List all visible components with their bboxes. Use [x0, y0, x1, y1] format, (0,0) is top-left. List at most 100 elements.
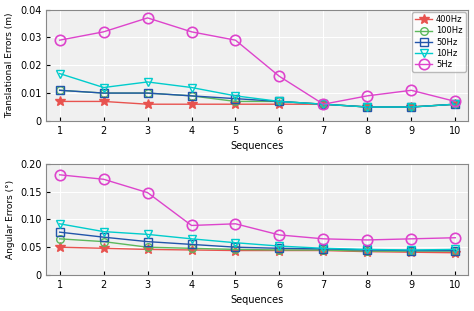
- 400Hz: [101, 100, 107, 103]
- 50Hz: [101, 91, 107, 95]
- Line: 10Hz: 10Hz: [55, 69, 459, 111]
- 100Hz: [233, 100, 238, 103]
- 100Hz: [320, 248, 326, 252]
- 5Hz: [145, 191, 150, 194]
- 100Hz: [57, 88, 63, 92]
- X-axis label: Sequences: Sequences: [231, 141, 284, 151]
- 5Hz: [57, 173, 63, 177]
- 5Hz: [320, 237, 326, 241]
- 400Hz: [57, 245, 63, 249]
- 10Hz: [409, 105, 414, 109]
- 100Hz: [233, 248, 238, 251]
- 5Hz: [277, 233, 283, 237]
- 50Hz: [145, 91, 150, 95]
- 400Hz: [57, 100, 63, 103]
- 50Hz: [320, 102, 326, 106]
- 400Hz: [320, 249, 326, 253]
- Line: 100Hz: 100Hz: [56, 86, 459, 111]
- 100Hz: [452, 102, 458, 106]
- 400Hz: [189, 102, 194, 106]
- 50Hz: [189, 243, 194, 246]
- 5Hz: [277, 75, 283, 78]
- 10Hz: [320, 246, 326, 250]
- 400Hz: [101, 246, 107, 250]
- 50Hz: [233, 97, 238, 100]
- 400Hz: [409, 105, 414, 109]
- 100Hz: [452, 249, 458, 253]
- 100Hz: [365, 249, 370, 253]
- Line: 5Hz: 5Hz: [55, 169, 460, 245]
- 100Hz: [320, 102, 326, 106]
- Legend: 400Hz, 100Hz, 50Hz, 10Hz, 5Hz: 400Hz, 100Hz, 50Hz, 10Hz, 5Hz: [412, 12, 466, 72]
- 5Hz: [233, 222, 238, 226]
- 5Hz: [452, 100, 458, 103]
- 10Hz: [365, 105, 370, 109]
- 100Hz: [101, 240, 107, 244]
- 400Hz: [365, 105, 370, 109]
- 10Hz: [233, 94, 238, 98]
- 100Hz: [145, 91, 150, 95]
- 10Hz: [277, 244, 283, 248]
- 400Hz: [277, 249, 283, 253]
- 100Hz: [365, 105, 370, 109]
- 100Hz: [57, 237, 63, 241]
- 10Hz: [189, 86, 194, 89]
- Line: 50Hz: 50Hz: [56, 86, 459, 111]
- 50Hz: [409, 105, 414, 109]
- 100Hz: [277, 100, 283, 103]
- 400Hz: [145, 102, 150, 106]
- 50Hz: [189, 94, 194, 98]
- Line: 5Hz: 5Hz: [55, 13, 460, 109]
- 10Hz: [409, 248, 414, 252]
- 10Hz: [452, 248, 458, 251]
- 10Hz: [145, 233, 150, 236]
- 10Hz: [189, 237, 194, 241]
- Line: 50Hz: 50Hz: [56, 228, 459, 254]
- 50Hz: [452, 249, 458, 253]
- 100Hz: [189, 246, 194, 250]
- 5Hz: [101, 177, 107, 181]
- 50Hz: [365, 248, 370, 252]
- Line: 400Hz: 400Hz: [55, 242, 460, 258]
- 5Hz: [365, 238, 370, 242]
- 10Hz: [277, 100, 283, 103]
- 50Hz: [277, 246, 283, 250]
- 50Hz: [452, 102, 458, 106]
- 50Hz: [409, 249, 414, 253]
- 5Hz: [365, 94, 370, 98]
- 400Hz: [452, 251, 458, 255]
- 50Hz: [57, 88, 63, 92]
- 5Hz: [452, 236, 458, 239]
- Line: 400Hz: 400Hz: [55, 97, 460, 112]
- 10Hz: [57, 72, 63, 76]
- X-axis label: Sequences: Sequences: [231, 295, 284, 305]
- 10Hz: [57, 222, 63, 226]
- 5Hz: [409, 237, 414, 241]
- 50Hz: [101, 235, 107, 239]
- 400Hz: [277, 102, 283, 106]
- Line: 100Hz: 100Hz: [56, 235, 459, 255]
- 100Hz: [189, 94, 194, 98]
- 10Hz: [365, 248, 370, 251]
- 400Hz: [233, 249, 238, 253]
- 5Hz: [320, 102, 326, 106]
- 400Hz: [409, 250, 414, 254]
- 5Hz: [57, 38, 63, 42]
- 100Hz: [145, 245, 150, 249]
- 50Hz: [145, 240, 150, 244]
- 10Hz: [145, 80, 150, 84]
- 50Hz: [277, 100, 283, 103]
- 100Hz: [409, 249, 414, 253]
- 400Hz: [145, 248, 150, 251]
- Y-axis label: Angular Errors (°): Angular Errors (°): [6, 180, 15, 259]
- 5Hz: [101, 30, 107, 34]
- 5Hz: [233, 38, 238, 42]
- 100Hz: [101, 91, 107, 95]
- 5Hz: [189, 30, 194, 34]
- 400Hz: [452, 102, 458, 106]
- 5Hz: [189, 224, 194, 227]
- 50Hz: [365, 105, 370, 109]
- 400Hz: [320, 102, 326, 106]
- Y-axis label: Translational Errors (m): Translational Errors (m): [6, 12, 15, 118]
- 100Hz: [277, 248, 283, 252]
